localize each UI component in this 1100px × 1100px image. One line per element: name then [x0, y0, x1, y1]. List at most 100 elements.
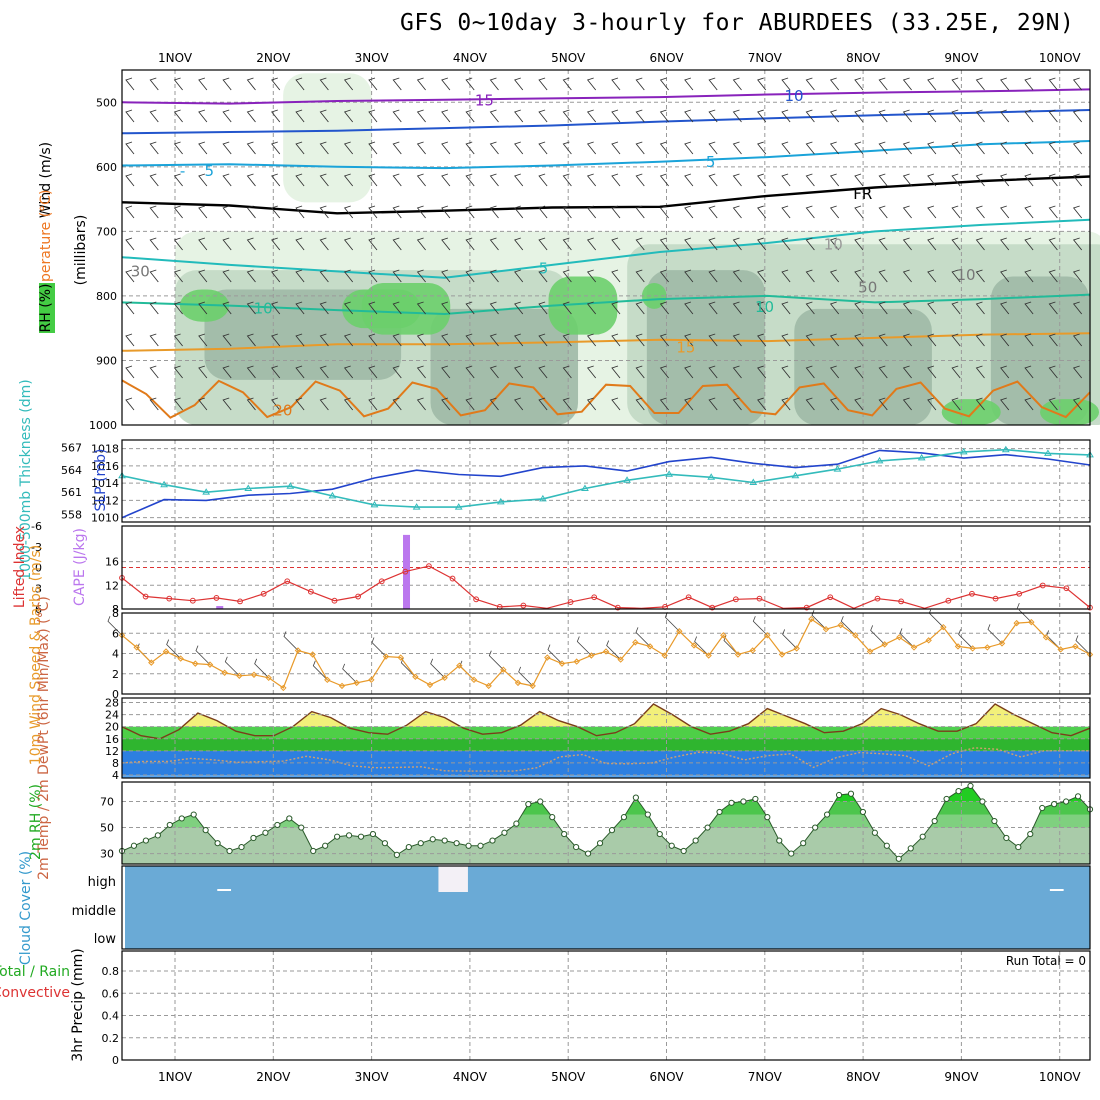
panel-frame	[121, 69, 1091, 426]
wind-axis-label: Wind (m/s)	[38, 142, 54, 218]
contour-label: 15	[475, 92, 494, 110]
wind-speed-marker	[500, 666, 507, 673]
wind-tick: 2	[112, 668, 119, 681]
wind-barb	[489, 301, 499, 315]
wind-barb	[732, 333, 742, 347]
wind-barb	[368, 333, 378, 347]
panel-frame	[121, 439, 1091, 523]
wind-barb	[198, 397, 208, 411]
wind-barb	[829, 205, 840, 219]
slp-thickness-panel: 1010 1012 1014 1016 1018 558 561 564 567 1000-500…	[18, 379, 1094, 581]
wind-barb	[538, 397, 548, 411]
wind-barb	[659, 269, 669, 283]
thickness-tick: 561	[61, 486, 82, 499]
wind-barb	[854, 237, 864, 251]
wind-barb	[416, 365, 426, 379]
wind-barb	[246, 173, 256, 187]
wind-barb	[173, 141, 183, 155]
wind-barb	[319, 397, 329, 411]
wind-speed-marker	[588, 652, 595, 659]
isotherm--15	[121, 88, 1091, 105]
wind-speed-marker	[778, 651, 786, 658]
wind-speed-marker	[822, 625, 830, 633]
wind-barb	[254, 658, 269, 679]
wind-barb	[927, 301, 937, 315]
rh-marker	[991, 817, 998, 825]
wind-speed-marker	[544, 654, 551, 661]
wind-speed-marker	[382, 653, 390, 660]
wind-barb	[562, 109, 572, 123]
wind-barb	[271, 173, 281, 187]
rh-marker	[202, 827, 209, 834]
wind-barb	[951, 141, 961, 155]
wind-barb	[927, 141, 937, 155]
li-axis-label: Lifted Index	[12, 526, 28, 608]
wind-barb	[975, 77, 985, 91]
wind-barb	[538, 301, 548, 315]
rh-marker	[716, 808, 723, 816]
wind-barb	[732, 397, 742, 411]
date-label-top: 10NOV	[1039, 51, 1081, 65]
wind-barb	[441, 365, 451, 379]
wind-speed-marker	[690, 642, 698, 649]
rh-panel: 30 50 70 2m RH (%)	[28, 781, 1094, 865]
rh-tick: 70	[100, 796, 114, 809]
wind-barb	[975, 173, 985, 187]
thickness-axis-label: 1000-500mb Thickness (dm)	[18, 379, 34, 580]
cloud-axis-label: Cloud Cover (%)	[18, 851, 34, 965]
wind-barb	[684, 269, 694, 283]
rh-marker	[812, 824, 819, 831]
wind-barb	[1072, 141, 1083, 155]
wind-barb	[987, 624, 1003, 644]
wind-barb	[902, 77, 912, 91]
precip-tick: 0.8	[102, 965, 120, 978]
wind-barb	[1072, 173, 1083, 187]
rh-marker	[620, 814, 628, 821]
wind-barb	[514, 365, 524, 379]
wind-barb	[1000, 365, 1010, 379]
wind-barb	[927, 77, 937, 91]
wind-speed-marker	[969, 645, 976, 652]
wind-speed-marker	[866, 648, 874, 655]
wind-barb	[222, 269, 232, 283]
thickness-marker	[286, 482, 295, 489]
wind-barb	[611, 397, 621, 411]
wind-barb	[222, 141, 232, 155]
wind-barb	[489, 77, 499, 91]
thickness-tick: 564	[61, 464, 82, 477]
thickness-line	[121, 448, 1091, 508]
wind-barb	[1000, 109, 1010, 123]
wind-barb	[732, 109, 742, 123]
rh-marker	[692, 837, 699, 844]
wind-barb	[430, 658, 445, 679]
contour-label: 5	[204, 162, 214, 180]
wind-barb	[611, 301, 621, 315]
wind-barb	[224, 656, 240, 677]
wind-barb	[416, 77, 426, 91]
wind-barb	[781, 269, 791, 283]
wind-barb	[1024, 365, 1034, 379]
wind-barb	[125, 301, 135, 315]
wind-barb	[684, 77, 694, 91]
wind-barb	[246, 365, 256, 379]
lifted-index-marker	[1039, 582, 1046, 589]
rh-marker	[1051, 801, 1058, 808]
rh-marker	[310, 847, 317, 855]
wind-barb	[1000, 269, 1010, 283]
wind-barb	[319, 301, 329, 315]
thickness-marker	[917, 453, 926, 461]
wind-barb	[441, 77, 451, 91]
wind-barb	[562, 205, 572, 219]
wind-barb	[635, 269, 645, 283]
wind-barb	[635, 333, 645, 347]
wind-speed-marker	[852, 632, 859, 639]
wind-barb	[392, 269, 402, 283]
rh-marker	[501, 829, 508, 836]
wind-barb	[173, 397, 183, 411]
wind-barb	[1024, 237, 1034, 251]
rh-marker	[357, 833, 365, 840]
wind-barb	[902, 237, 912, 251]
wind-barb	[246, 109, 256, 123]
rh-marker	[453, 840, 460, 847]
wind-barb	[514, 141, 524, 155]
